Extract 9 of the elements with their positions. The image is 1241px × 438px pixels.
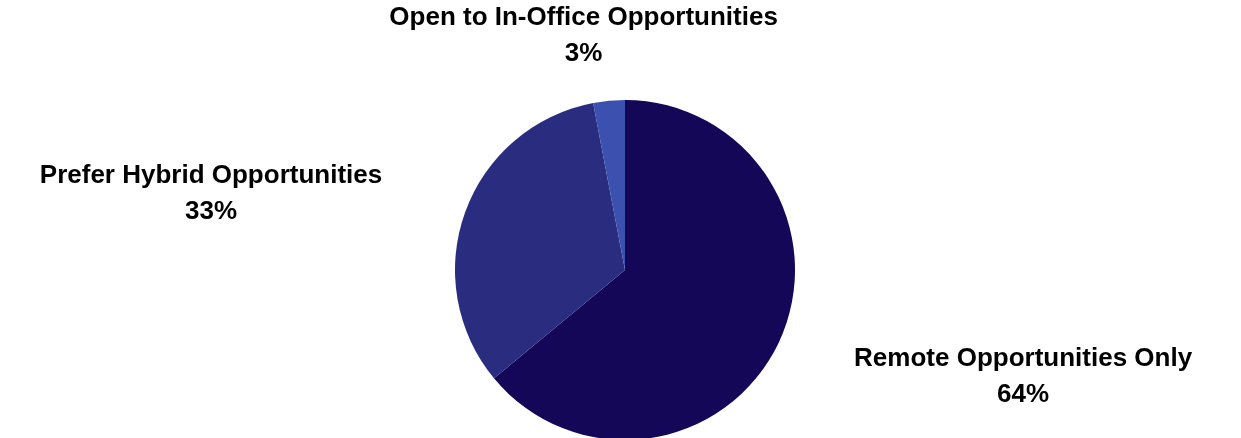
pie-slice — [593, 100, 625, 270]
data-label: 3% — [564, 37, 603, 68]
slice-label: Prefer Hybrid Opportunities — [39, 158, 383, 189]
pie-slice — [494, 100, 795, 438]
data-label: 33% — [184, 194, 238, 225]
slice-label: Open to In-Office Opportunities — [389, 1, 778, 32]
slice-label: Remote Opportunities Only — [854, 342, 1193, 373]
pie-slice — [455, 103, 625, 379]
data-label: 64% — [997, 378, 1050, 409]
